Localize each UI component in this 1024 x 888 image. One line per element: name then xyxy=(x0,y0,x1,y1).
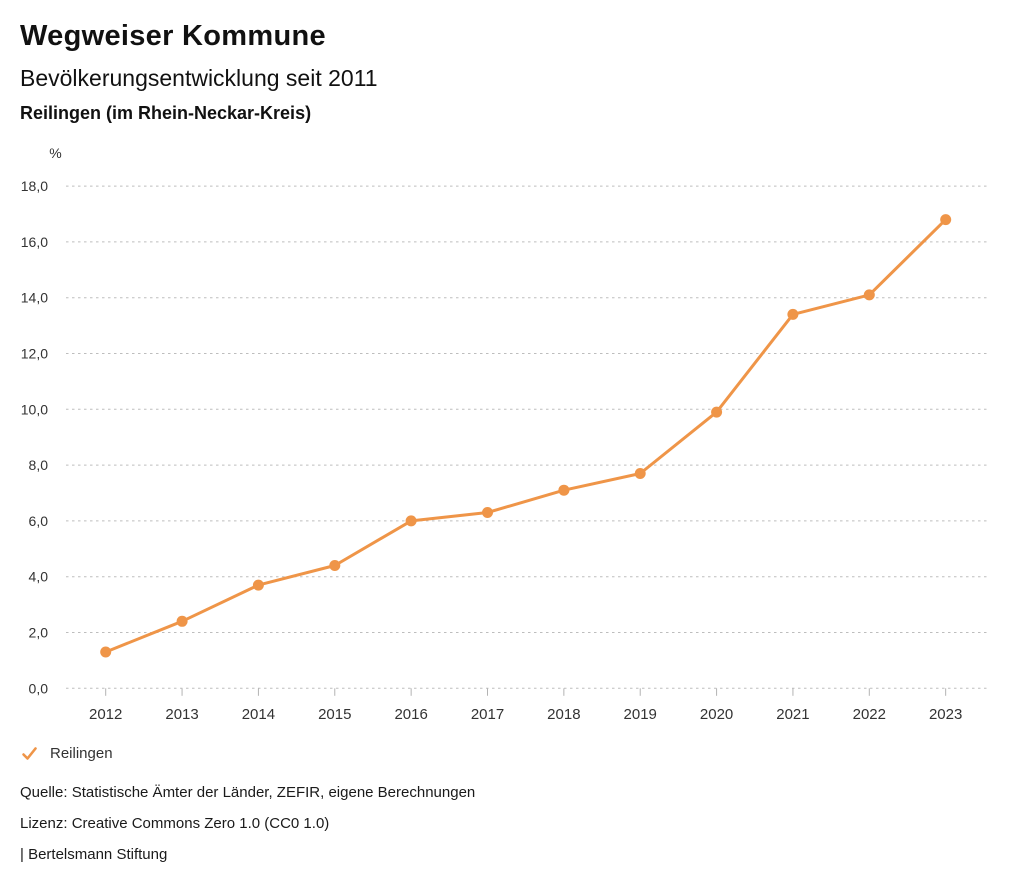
data-point-2020[interactable] xyxy=(711,406,723,418)
x-axis-label: 2023 xyxy=(929,706,962,723)
y-axis-label: 4,0 xyxy=(29,569,49,585)
x-axis-label: 2012 xyxy=(89,706,122,723)
x-axis-label: 2020 xyxy=(700,706,733,723)
data-point-2023[interactable] xyxy=(940,214,952,226)
series-line-reilingen xyxy=(104,218,948,654)
license-note: Lizenz: Creative Commons Zero 1.0 (CC0 1… xyxy=(20,815,330,832)
data-point-2016[interactable] xyxy=(405,515,417,527)
x-axis-label: 2017 xyxy=(471,706,504,723)
y-axis-label: 16,0 xyxy=(21,234,48,250)
y-axis-unit-label: % xyxy=(49,145,61,161)
y-axis-label: 18,0 xyxy=(21,178,48,194)
attribution-note: | Bertelsmann Stiftung xyxy=(20,846,168,863)
x-axis-label: 2018 xyxy=(547,706,580,723)
data-point-2018[interactable] xyxy=(558,484,570,496)
x-axis-label: 2021 xyxy=(776,706,809,723)
x-axis-label: 2014 xyxy=(242,706,275,723)
region-subtitle: Reilingen (im Rhein-Neckar-Kreis) xyxy=(20,103,312,123)
y-axis-label: 12,0 xyxy=(21,346,48,362)
source-note: Quelle: Statistische Ämter der Länder, Z… xyxy=(20,784,476,801)
data-point-2017[interactable] xyxy=(482,507,493,518)
y-axis-label: 14,0 xyxy=(21,290,48,306)
data-point-2021[interactable] xyxy=(787,308,799,320)
data-point-2013[interactable] xyxy=(176,615,188,627)
y-axis-label: 8,0 xyxy=(29,457,49,473)
data-point-2022[interactable] xyxy=(863,289,875,301)
chart-title: Bevölkerungsentwicklung seit 2011 xyxy=(20,65,378,91)
data-point-2015[interactable] xyxy=(329,560,341,571)
page-title: Wegweiser Kommune xyxy=(20,20,326,52)
x-axis-label: 2019 xyxy=(624,706,657,723)
data-point-2014[interactable] xyxy=(252,579,264,591)
legend-check-icon xyxy=(22,747,37,760)
legend-item-reilingen[interactable]: Reilingen xyxy=(21,745,113,762)
legend-label: Reilingen xyxy=(50,745,113,762)
y-axis-label: 10,0 xyxy=(21,401,48,417)
y-axis-label: 0,0 xyxy=(29,680,49,696)
x-axis-label: 2016 xyxy=(394,706,427,723)
y-axis-label: 2,0 xyxy=(29,625,49,641)
y-axis-label: 6,0 xyxy=(29,513,49,529)
data-point-2012[interactable] xyxy=(100,646,112,658)
x-axis-label: 2015 xyxy=(318,706,351,723)
data-point-2019[interactable] xyxy=(634,468,646,479)
x-axis-label: 2013 xyxy=(165,706,198,723)
x-axis-label: 2022 xyxy=(853,706,886,723)
